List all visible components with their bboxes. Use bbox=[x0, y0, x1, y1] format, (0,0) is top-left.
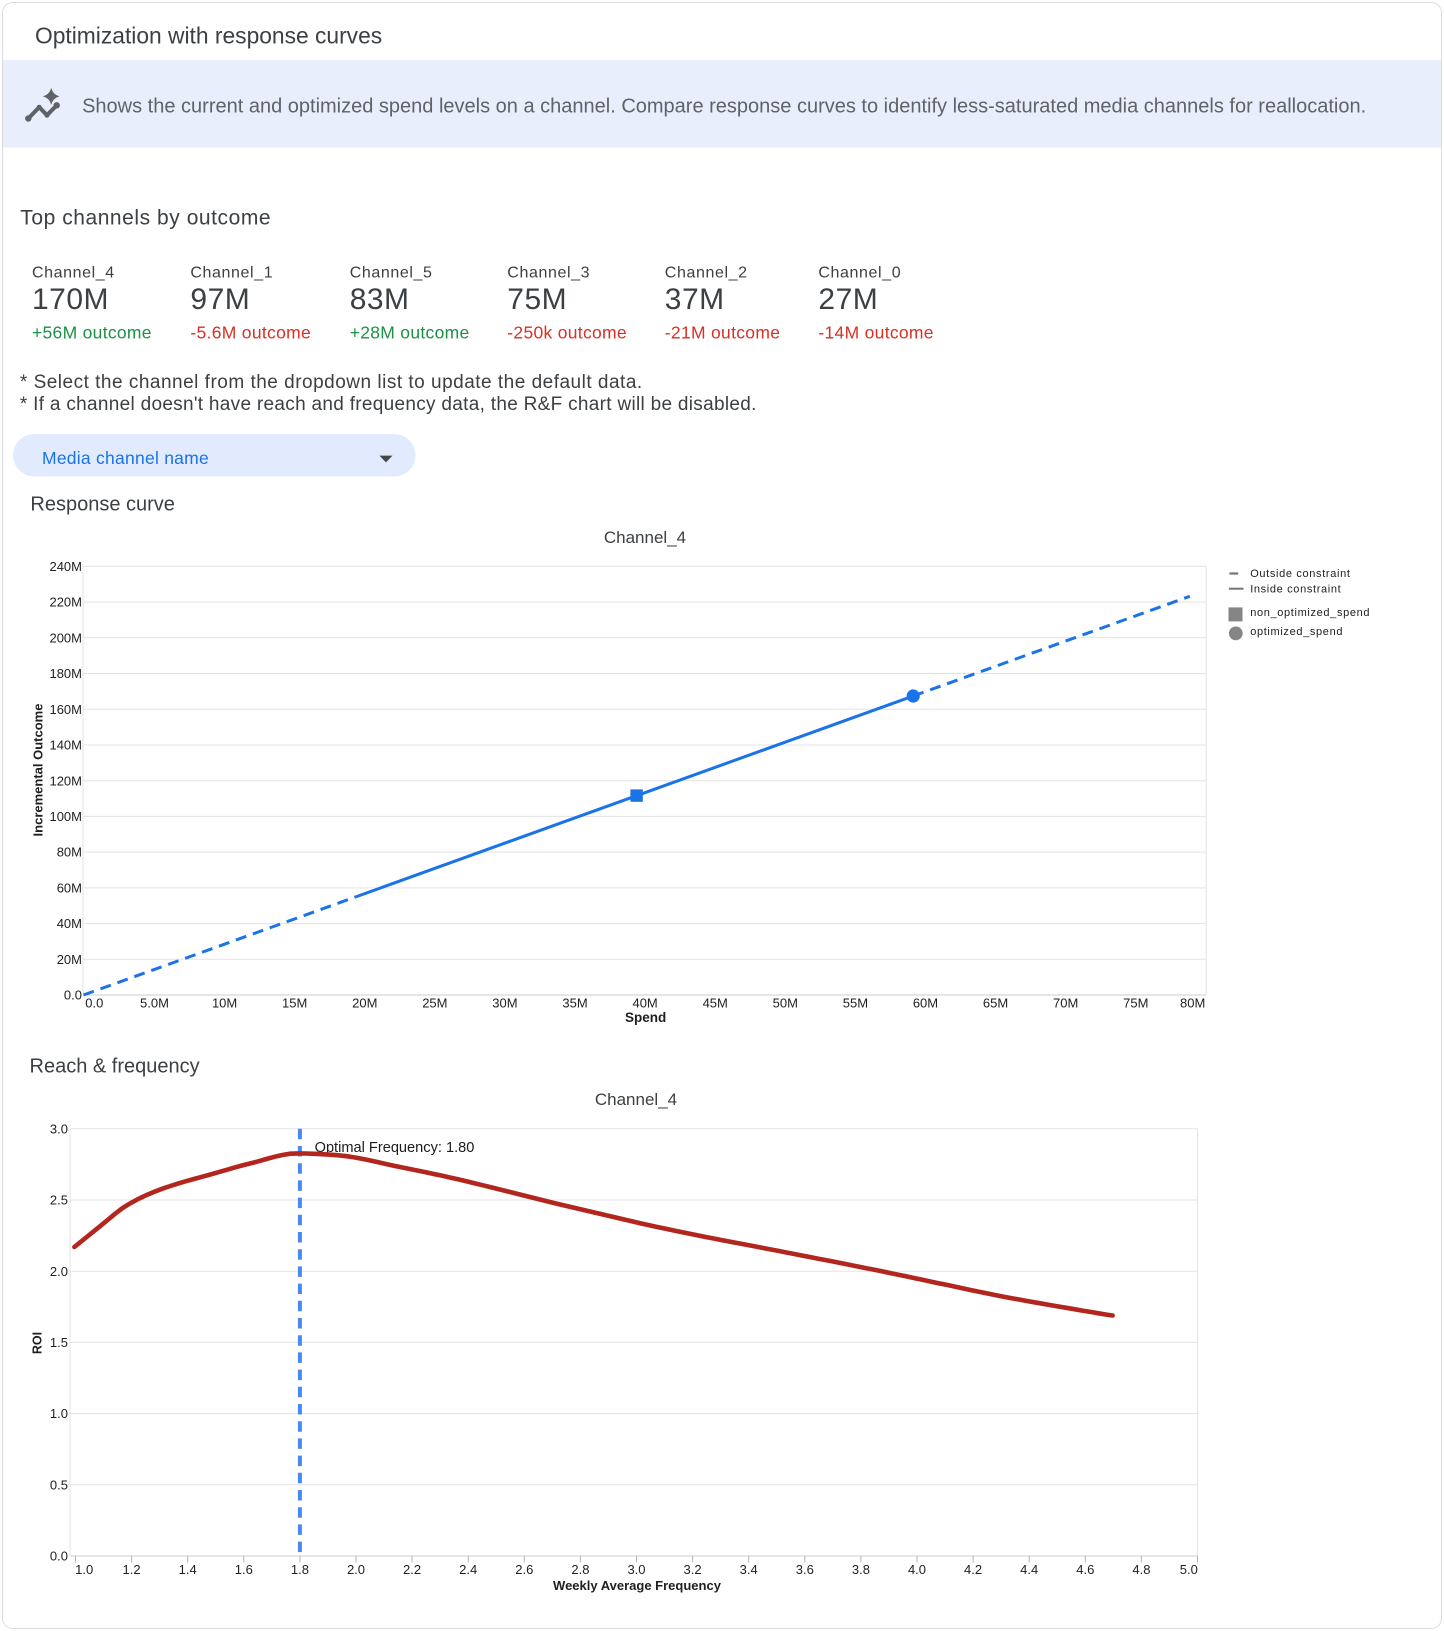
svg-text:75M: 75M bbox=[507, 283, 567, 316]
svg-text:Optimal Frequency: 1.80: Optimal Frequency: 1.80 bbox=[315, 1140, 475, 1156]
svg-text:50M: 50M bbox=[773, 996, 798, 1011]
svg-text:4.4: 4.4 bbox=[1020, 1562, 1038, 1577]
svg-text:0.0: 0.0 bbox=[85, 996, 103, 1011]
svg-text:40M: 40M bbox=[632, 996, 657, 1011]
svg-text:* Select the channel from the: * Select the channel from the dropdown l… bbox=[20, 372, 643, 393]
svg-text:Channel_5: Channel_5 bbox=[350, 264, 433, 281]
svg-text:1.4: 1.4 bbox=[179, 1562, 197, 1577]
svg-text:97M: 97M bbox=[190, 283, 250, 316]
svg-text:+56M outcome: +56M outcome bbox=[32, 322, 152, 342]
svg-text:200M: 200M bbox=[49, 630, 82, 645]
svg-text:180M: 180M bbox=[49, 666, 82, 681]
svg-text:Response curve: Response curve bbox=[30, 493, 175, 515]
svg-text:Spend: Spend bbox=[625, 1010, 666, 1025]
svg-text:75M: 75M bbox=[1123, 996, 1148, 1011]
svg-text:4.0: 4.0 bbox=[908, 1562, 926, 1577]
svg-text:40M: 40M bbox=[57, 916, 82, 931]
svg-text:3.8: 3.8 bbox=[852, 1562, 870, 1577]
svg-text:60M: 60M bbox=[57, 880, 82, 895]
svg-text:+28M outcome: +28M outcome bbox=[350, 322, 470, 342]
svg-text:4.6: 4.6 bbox=[1076, 1562, 1094, 1577]
svg-text:1.5: 1.5 bbox=[50, 1335, 68, 1350]
svg-text:1.0: 1.0 bbox=[75, 1562, 93, 1577]
svg-text:Outside constraint: Outside constraint bbox=[1250, 568, 1350, 580]
svg-text:0.0: 0.0 bbox=[64, 988, 82, 1003]
svg-text:3.0: 3.0 bbox=[50, 1121, 68, 1136]
svg-text:240M: 240M bbox=[49, 559, 82, 574]
svg-text:5.0M: 5.0M bbox=[140, 996, 169, 1011]
svg-text:30M: 30M bbox=[492, 996, 517, 1011]
svg-text:70M: 70M bbox=[1053, 996, 1078, 1011]
svg-text:60M: 60M bbox=[913, 996, 938, 1011]
svg-text:Channel_4: Channel_4 bbox=[32, 264, 115, 281]
svg-text:Channel_0: Channel_0 bbox=[818, 264, 901, 281]
svg-text:0.0: 0.0 bbox=[50, 1549, 68, 1564]
svg-text:1.0: 1.0 bbox=[50, 1406, 68, 1421]
svg-text:-21M outcome: -21M outcome bbox=[665, 322, 780, 342]
svg-text:Top channels by outcome: Top channels by outcome bbox=[20, 206, 271, 229]
svg-text:optimized_spend: optimized_spend bbox=[1250, 626, 1343, 638]
svg-text:220M: 220M bbox=[49, 595, 82, 610]
svg-text:20M: 20M bbox=[57, 952, 82, 967]
svg-text:0.5: 0.5 bbox=[50, 1477, 68, 1492]
svg-text:100M: 100M bbox=[49, 809, 82, 824]
svg-text:20M: 20M bbox=[352, 996, 377, 1011]
svg-text:Channel_4: Channel_4 bbox=[604, 528, 686, 547]
svg-text:27M: 27M bbox=[818, 283, 878, 316]
svg-text:-14M outcome: -14M outcome bbox=[818, 322, 933, 342]
svg-text:4.8: 4.8 bbox=[1132, 1562, 1150, 1577]
svg-text:2.8: 2.8 bbox=[571, 1562, 589, 1577]
svg-text:1.8: 1.8 bbox=[291, 1562, 309, 1577]
svg-text:80M: 80M bbox=[1180, 996, 1205, 1011]
svg-text:1.2: 1.2 bbox=[123, 1562, 141, 1577]
svg-text:37M: 37M bbox=[665, 283, 725, 316]
svg-text:Reach & frequency: Reach & frequency bbox=[30, 1055, 200, 1077]
svg-text:3.4: 3.4 bbox=[740, 1562, 758, 1577]
svg-text:* If a channel doesn't have re: * If a channel doesn't have reach and fr… bbox=[20, 394, 757, 415]
svg-text:non_optimized_spend: non_optimized_spend bbox=[1250, 607, 1370, 619]
svg-text:Inside constraint: Inside constraint bbox=[1250, 584, 1341, 596]
svg-text:1.6: 1.6 bbox=[235, 1562, 253, 1577]
svg-text:3.0: 3.0 bbox=[627, 1562, 645, 1577]
svg-text:Shows the current and optimize: Shows the current and optimized spend le… bbox=[82, 95, 1366, 117]
svg-text:3.6: 3.6 bbox=[796, 1562, 814, 1577]
svg-text:55M: 55M bbox=[843, 996, 868, 1011]
svg-text:ROI: ROI bbox=[31, 1332, 45, 1354]
svg-text:120M: 120M bbox=[49, 773, 82, 788]
svg-text:4.2: 4.2 bbox=[964, 1562, 982, 1577]
svg-text:170M: 170M bbox=[32, 283, 109, 316]
svg-text:10M: 10M bbox=[212, 996, 237, 1011]
svg-text:2.0: 2.0 bbox=[50, 1264, 68, 1279]
svg-text:2.2: 2.2 bbox=[403, 1562, 421, 1577]
svg-text:35M: 35M bbox=[562, 996, 587, 1011]
svg-text:80M: 80M bbox=[57, 845, 82, 860]
svg-text:-250k outcome: -250k outcome bbox=[507, 322, 627, 342]
svg-text:Media channel name: Media channel name bbox=[42, 448, 209, 468]
svg-text:3.2: 3.2 bbox=[684, 1562, 702, 1577]
svg-text:Incremental Outcome: Incremental Outcome bbox=[31, 704, 46, 837]
svg-text:Channel_2: Channel_2 bbox=[665, 264, 748, 281]
svg-text:2.6: 2.6 bbox=[515, 1562, 533, 1577]
svg-text:Channel_1: Channel_1 bbox=[190, 264, 273, 281]
svg-text:45M: 45M bbox=[703, 996, 728, 1011]
svg-text:5.0: 5.0 bbox=[1180, 1562, 1198, 1577]
svg-text:2.5: 2.5 bbox=[50, 1193, 68, 1208]
svg-text:15M: 15M bbox=[282, 996, 307, 1011]
svg-text:-5.6M outcome: -5.6M outcome bbox=[190, 322, 311, 342]
svg-text:2.4: 2.4 bbox=[459, 1562, 477, 1577]
svg-text:Channel_3: Channel_3 bbox=[507, 264, 590, 281]
svg-text:Optimization with response cur: Optimization with response curves bbox=[35, 23, 382, 49]
svg-text:25M: 25M bbox=[422, 996, 447, 1011]
svg-text:160M: 160M bbox=[49, 702, 82, 717]
svg-text:140M: 140M bbox=[49, 738, 82, 753]
svg-text:Channel_4: Channel_4 bbox=[595, 1090, 677, 1109]
svg-text:2.0: 2.0 bbox=[347, 1562, 365, 1577]
svg-text:Weekly Average Frequency: Weekly Average Frequency bbox=[553, 1578, 722, 1593]
svg-text:65M: 65M bbox=[983, 996, 1008, 1011]
svg-text:83M: 83M bbox=[350, 283, 410, 316]
